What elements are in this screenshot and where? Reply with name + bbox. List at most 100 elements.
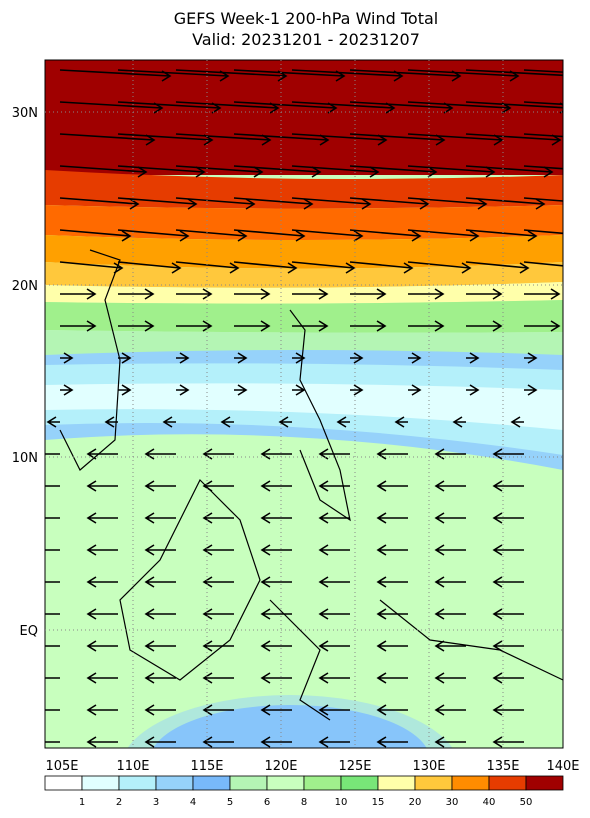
wind-arrow (220, 416, 234, 428)
wind-arrow (407, 197, 488, 210)
wind-arrow (336, 416, 350, 428)
wind-arrow (45, 485, 60, 487)
wind-arrow (86, 672, 118, 684)
wind-arrow (162, 416, 176, 428)
colorbar-box (44, 775, 83, 791)
wind-arrow (176, 288, 213, 300)
wind-arrow (260, 608, 292, 620)
map-field (45, 60, 563, 748)
wind-arrow (407, 165, 496, 178)
colorbar-box (192, 775, 231, 791)
wind-arrow (86, 576, 118, 588)
wind-arrow (144, 608, 176, 620)
wind-arrow (59, 261, 124, 274)
wind-arrow (376, 736, 408, 748)
wind-arrow (350, 352, 364, 364)
lon-label: 105E (45, 759, 78, 774)
colorbar-box (155, 775, 194, 791)
wind-arrow (434, 736, 466, 748)
lat-label: EQ (20, 624, 38, 639)
wind-arrow (234, 320, 271, 332)
wind-arrow (86, 640, 118, 652)
colorbar-label: 6 (264, 797, 270, 808)
wind-arrow (524, 320, 561, 332)
wind-arrow (117, 229, 190, 242)
wind-arrow (291, 261, 356, 274)
wind-arrow (466, 320, 503, 332)
colorbar-label: 3 (153, 797, 159, 808)
wind-arrow (492, 704, 524, 716)
lon-label: 125E (338, 759, 371, 774)
wind-arrow (408, 352, 422, 364)
wind-arrow (117, 261, 182, 274)
wind-arrow (350, 288, 387, 300)
wind-arrow (350, 320, 387, 332)
wind-arrow (233, 229, 306, 242)
wind-arrow (202, 672, 234, 684)
wind-arrow (260, 704, 292, 716)
wind-arrow (202, 480, 234, 492)
wind-arrow (260, 640, 292, 652)
wind-arrow (86, 608, 118, 620)
wind-arrow (350, 384, 364, 396)
wind-arrow (523, 69, 563, 73)
wind-arrow (144, 576, 176, 588)
title: GEFS Week-1 200-hPa Wind Total (174, 9, 438, 28)
wind-arrow (523, 133, 563, 138)
lon-label: 110E (116, 759, 149, 774)
wind-arrow (523, 229, 563, 235)
wind-arrow (318, 704, 350, 716)
wind-arrow (86, 544, 118, 556)
wind-arrow (466, 288, 503, 300)
wind-arrow (394, 416, 408, 428)
wind-arrow (492, 736, 524, 748)
wind-arrow (233, 197, 314, 210)
wind-arrow (118, 384, 132, 396)
colorbar-box (229, 775, 268, 791)
wind-arrow (492, 512, 524, 524)
wind-arrow (202, 512, 234, 524)
colorbar-box (377, 775, 416, 791)
wind-arrow (176, 384, 190, 396)
wind-arrow (434, 512, 466, 524)
colorbar-label: 15 (372, 797, 385, 808)
colorbar-box (340, 775, 379, 791)
wind-arrow (86, 736, 118, 748)
wind-arrow (60, 352, 74, 364)
wind-arrow (260, 448, 292, 460)
wind-arrow (492, 640, 524, 652)
wind-arrow (434, 704, 466, 716)
wind-arrow (260, 544, 292, 556)
wind-arrow (291, 229, 364, 242)
wind-arrow (86, 704, 118, 716)
colorbar-label: 2 (116, 797, 122, 808)
wind-arrow (278, 416, 292, 428)
wind-arrow (292, 352, 306, 364)
lon-label: 135E (486, 759, 519, 774)
wind-arrow (234, 384, 248, 396)
wind-arrow (202, 608, 234, 620)
wind-arrow (175, 165, 264, 178)
wind-arrow (45, 453, 60, 455)
wind-arrow (202, 640, 234, 652)
wind-arrow (318, 512, 350, 524)
wind-arrow (118, 352, 132, 364)
wind-arrow (202, 576, 234, 588)
wind-arrow (376, 576, 408, 588)
wind-arrow (60, 288, 97, 300)
wind-arrow (318, 640, 350, 652)
colorbar-label: 30 (446, 797, 459, 808)
wind-arrow (465, 197, 546, 210)
wind-arrow (465, 261, 530, 274)
colorbar-box (266, 775, 305, 791)
colorbar-box (81, 775, 120, 791)
wind-arrow (510, 416, 524, 428)
wind-arrow (45, 613, 60, 615)
wind-arrow (260, 672, 292, 684)
map-frame (44, 59, 564, 749)
wind-arrow (466, 384, 480, 396)
wind-arrow (434, 640, 466, 652)
wind-arrow (144, 736, 176, 748)
wind-arrow (45, 549, 60, 551)
